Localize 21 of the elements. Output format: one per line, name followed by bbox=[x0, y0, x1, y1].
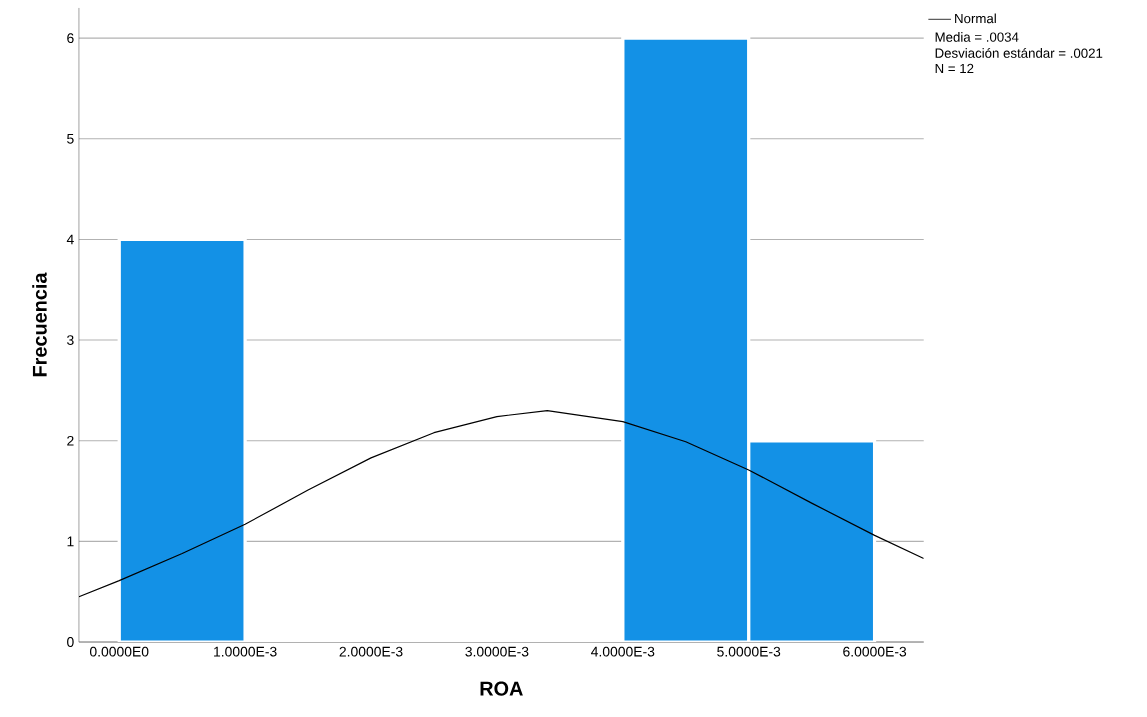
y-tick-label: 4 bbox=[66, 234, 74, 245]
x-axis-title: ROA bbox=[480, 681, 523, 696]
text: Desviación estándar = .0021 bbox=[935, 48, 1103, 58]
x-tick-label: 4.0000E-3 bbox=[591, 646, 655, 657]
y-tick-label: 6 bbox=[67, 33, 74, 44]
y-tick-label: 1 bbox=[67, 536, 74, 547]
x-tick-label: 1.0000E-3 bbox=[214, 646, 277, 657]
x-tick-label: 0.0000E0 bbox=[89, 646, 149, 657]
y-tick-label: 2 bbox=[67, 435, 74, 446]
y-tick-label: 0 bbox=[67, 637, 74, 648]
x-tick-label: 3.0000E-3 bbox=[465, 646, 529, 657]
x-tick-label: 2.0000E-3 bbox=[339, 646, 403, 657]
legend-label: Normal bbox=[955, 13, 996, 24]
line-series bbox=[78, 409, 924, 598]
x-tick-label: 5.0000E-3 bbox=[717, 646, 781, 657]
y-axis-title: Frecuencia bbox=[32, 272, 47, 377]
y-tick-label: 5 bbox=[67, 133, 74, 144]
text: Media = .0034 bbox=[935, 32, 1019, 42]
y-tick-label: 3 bbox=[67, 335, 74, 346]
text: N = 12 bbox=[935, 63, 974, 74]
x-tick-label: 6.0000E-3 bbox=[843, 646, 907, 657]
